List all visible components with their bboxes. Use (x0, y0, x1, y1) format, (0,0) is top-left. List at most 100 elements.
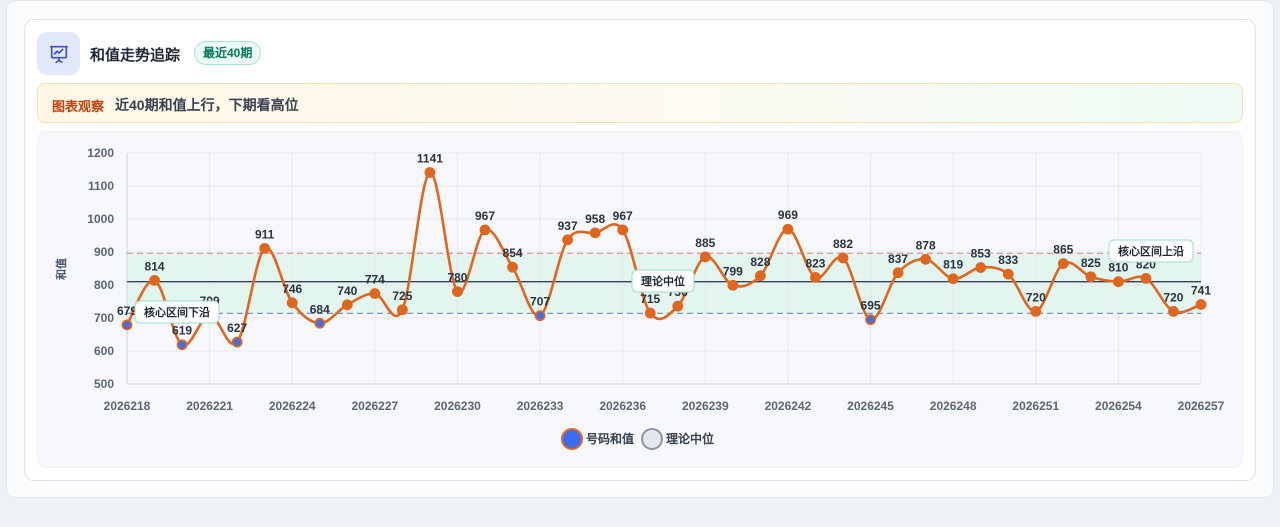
data-label: 774 (365, 273, 385, 287)
data-label: 1141 (417, 151, 443, 165)
data-label: 969 (778, 208, 798, 222)
data-point (947, 273, 959, 285)
data-point (589, 227, 601, 239)
x-tick-label: 2026245 (847, 399, 894, 413)
data-point (865, 314, 876, 326)
x-tick-label: 2026236 (599, 399, 646, 413)
upper-reference-label: 核心区间上沿 (1118, 244, 1184, 258)
data-label: 799 (723, 264, 743, 278)
chart-area: 500 600 700 800 900 1000 1100 1200 2026218 202622… (37, 131, 1243, 468)
y-tick-label: 500 (94, 377, 114, 391)
data-point (1085, 271, 1097, 283)
data-label: 823 (805, 256, 825, 270)
data-label: 715 (640, 292, 660, 306)
data-point (892, 267, 904, 279)
data-point (975, 262, 987, 273)
data-label: 780 (447, 271, 467, 285)
data-point (1030, 305, 1042, 317)
data-label: 741 (1191, 283, 1211, 297)
y-tick-label: 600 (94, 344, 114, 358)
data-label: 937 (558, 219, 578, 233)
data-point (562, 234, 574, 246)
data-label: 707 (530, 295, 550, 309)
data-label: 885 (695, 236, 715, 250)
data-point (396, 304, 408, 316)
data-point (424, 167, 436, 178)
data-label: 878 (916, 238, 936, 252)
observation-banner: 图表观察 近40期和值上行，下期看高位 (37, 83, 1243, 123)
data-label: 725 (392, 289, 412, 303)
sum-trend-chart: 500 600 700 800 900 1000 1100 1200 2026218 202622… (54, 146, 1225, 450)
data-label: 720 (1026, 290, 1046, 304)
data-label: 746 (282, 282, 302, 296)
data-point (1140, 272, 1152, 284)
data-label: 627 (227, 321, 247, 335)
data-point (479, 224, 491, 236)
median-reference-label-box (631, 269, 695, 293)
data-point (369, 288, 381, 299)
y-tick-label: 800 (94, 278, 114, 292)
observation-label: 图表观察 (52, 99, 105, 114)
y-tick-label: 1200 (87, 146, 114, 160)
period-badge: 最近40期 (194, 41, 262, 65)
data-point (259, 242, 271, 254)
data-label: 695 (861, 299, 881, 313)
x-tick-label: 2026218 (104, 399, 151, 413)
data-label: 684 (310, 302, 330, 316)
data-label: 853 (971, 247, 991, 261)
observation-text: 近40期和值上行，下期看高位 (115, 97, 299, 113)
data-label: 619 (172, 324, 192, 338)
x-tick-label: 2026227 (351, 399, 398, 413)
data-point (507, 261, 518, 273)
data-point (314, 317, 326, 329)
data-point (534, 310, 546, 322)
x-tick-label: 2026242 (765, 399, 812, 413)
lower-reference-label: 核心区间下沿 (144, 305, 210, 319)
legend-label-median: 理论中位 (666, 431, 714, 446)
data-label: 810 (1108, 261, 1128, 275)
data-label: 882 (833, 237, 853, 251)
data-label: 967 (475, 209, 495, 223)
data-label: 814 (145, 259, 165, 273)
data-point (1057, 258, 1069, 269)
data-label: 819 (943, 258, 963, 272)
x-tick-label: 2026251 (1012, 399, 1059, 413)
presentation-chart-icon (37, 32, 80, 75)
y-axis-title: 和值 (54, 258, 68, 280)
data-point (754, 270, 766, 282)
x-tick-label: 2026248 (930, 399, 977, 413)
data-label: 967 (613, 209, 633, 223)
data-point (452, 286, 463, 297)
x-tick-label: 2026257 (1178, 399, 1225, 413)
data-point (231, 336, 243, 348)
x-tick-label: 2026230 (434, 399, 481, 413)
legend-label-sum: 号码和值 (586, 431, 634, 446)
data-point (121, 319, 133, 331)
x-tick-label: 2026221 (186, 399, 233, 413)
x-tick-label: 2026233 (517, 399, 564, 413)
lower-reference-label-box (134, 300, 220, 324)
data-label: 720 (1163, 290, 1183, 304)
data-point (617, 224, 629, 236)
data-point (782, 223, 794, 235)
data-point (176, 339, 188, 351)
y-tick-label: 1100 (88, 179, 114, 193)
page-title: 和值走势追踪 (90, 47, 181, 64)
data-label: 740 (337, 284, 357, 298)
legend-marker-sum (561, 428, 583, 450)
data-point (1002, 268, 1014, 280)
data-point (286, 297, 298, 309)
data-point (149, 274, 160, 286)
y-tick-label: 900 (94, 245, 114, 259)
x-tick-label: 2026224 (269, 399, 316, 413)
data-point (1112, 276, 1124, 288)
data-point (1195, 299, 1207, 310)
data-point (810, 272, 821, 283)
data-point (672, 300, 684, 312)
median-reference-label: 理论中位 (641, 274, 685, 288)
data-point (341, 299, 353, 311)
y-tick-label: 700 (94, 311, 114, 325)
data-point (644, 307, 656, 319)
data-label: 828 (750, 255, 770, 269)
data-label: 854 (503, 246, 523, 260)
